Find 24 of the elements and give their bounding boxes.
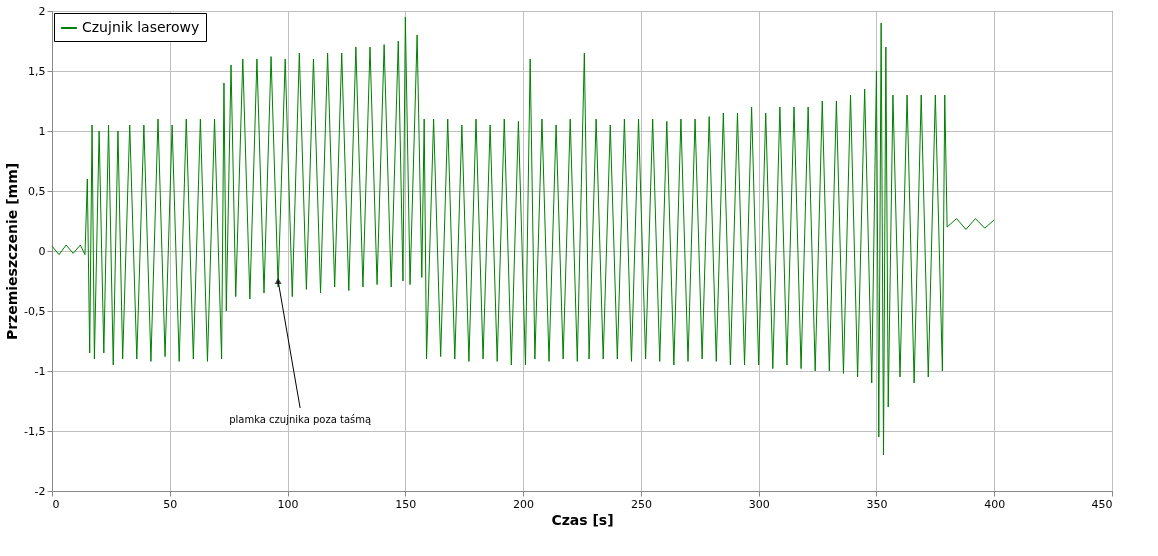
- x-tick-label: 200: [513, 497, 535, 511]
- x-tick-label: 0: [52, 497, 60, 511]
- x-tick-label: 50: [163, 497, 178, 511]
- y-tick-label: -0,5: [24, 304, 46, 318]
- x-axis-title: Czas [s]: [551, 511, 614, 528]
- x-tick-label: 100: [277, 497, 299, 511]
- annotation: plamka czujnika poza taśmą: [229, 414, 372, 425]
- y-tick-label: 1,5: [28, 64, 46, 78]
- y-tick-label: 0: [38, 244, 46, 258]
- x-tick-label: 150: [395, 497, 417, 511]
- y-tick-label: -1: [34, 364, 46, 378]
- x-tick-label: 250: [630, 497, 652, 511]
- y-tick-label: 2: [38, 4, 46, 18]
- y-tick-label: -1,5: [24, 424, 46, 438]
- line-series: [51, 16, 995, 456]
- x-tick-label: 300: [748, 497, 770, 511]
- legend-label: Czujnik laserowy: [82, 19, 200, 35]
- y-axis-title: Przemieszczenie [mm]: [4, 162, 21, 341]
- x-tick-label: 400: [984, 497, 1006, 511]
- x-tick-label: 450: [1091, 497, 1113, 511]
- y-tick-label: -2: [34, 484, 46, 498]
- y-tick-label: 1: [38, 124, 46, 138]
- x-tick-label: 350: [866, 497, 888, 511]
- y-tick-label: 0,5: [28, 184, 46, 198]
